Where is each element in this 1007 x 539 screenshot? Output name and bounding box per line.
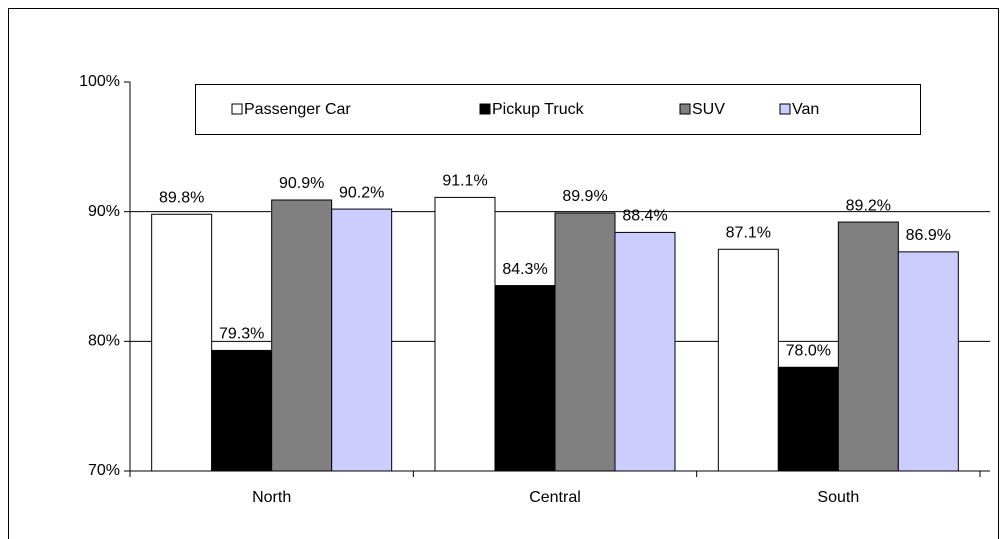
bar <box>554 212 616 472</box>
value-label: 78.0% <box>786 342 831 359</box>
legend-swatch <box>231 103 243 115</box>
legend-swatch <box>779 103 791 115</box>
bar <box>614 231 676 472</box>
value-label: 86.9% <box>906 227 951 244</box>
x-tick-label: Central <box>529 489 581 506</box>
legend-swatch <box>479 103 491 115</box>
value-label: 84.3% <box>502 261 547 278</box>
bar <box>494 285 556 472</box>
y-tick-label: 70% <box>88 462 120 479</box>
y-tick-label: 80% <box>88 333 120 350</box>
legend-swatch <box>679 103 691 115</box>
x-tick-label: South <box>817 489 859 506</box>
legend-box <box>195 84 921 135</box>
value-label: 89.9% <box>562 188 607 205</box>
value-label: 87.1% <box>726 224 771 241</box>
value-label: 88.4% <box>622 208 667 225</box>
bar <box>331 208 393 472</box>
y-tick-label: 90% <box>88 203 120 220</box>
value-label: 91.1% <box>442 173 487 190</box>
value-label: 90.2% <box>339 184 384 201</box>
legend-label: Van <box>792 101 819 118</box>
bar <box>151 213 213 472</box>
bar <box>211 349 273 472</box>
bar <box>717 248 779 472</box>
legend-label: Passenger Car <box>244 101 351 118</box>
value-label: 89.2% <box>846 197 891 214</box>
bar <box>897 251 959 472</box>
bar <box>271 199 333 472</box>
x-tick-label: North <box>252 489 291 506</box>
bar <box>837 221 899 472</box>
value-label: 90.9% <box>279 175 324 192</box>
y-tick-label: 100% <box>79 73 120 90</box>
bar <box>434 196 496 472</box>
legend-label: SUV <box>692 101 725 118</box>
legend-label: Pickup Truck <box>492 101 585 118</box>
value-label: 89.8% <box>159 189 204 206</box>
bar <box>777 366 839 472</box>
value-label: 79.3% <box>219 326 264 343</box>
